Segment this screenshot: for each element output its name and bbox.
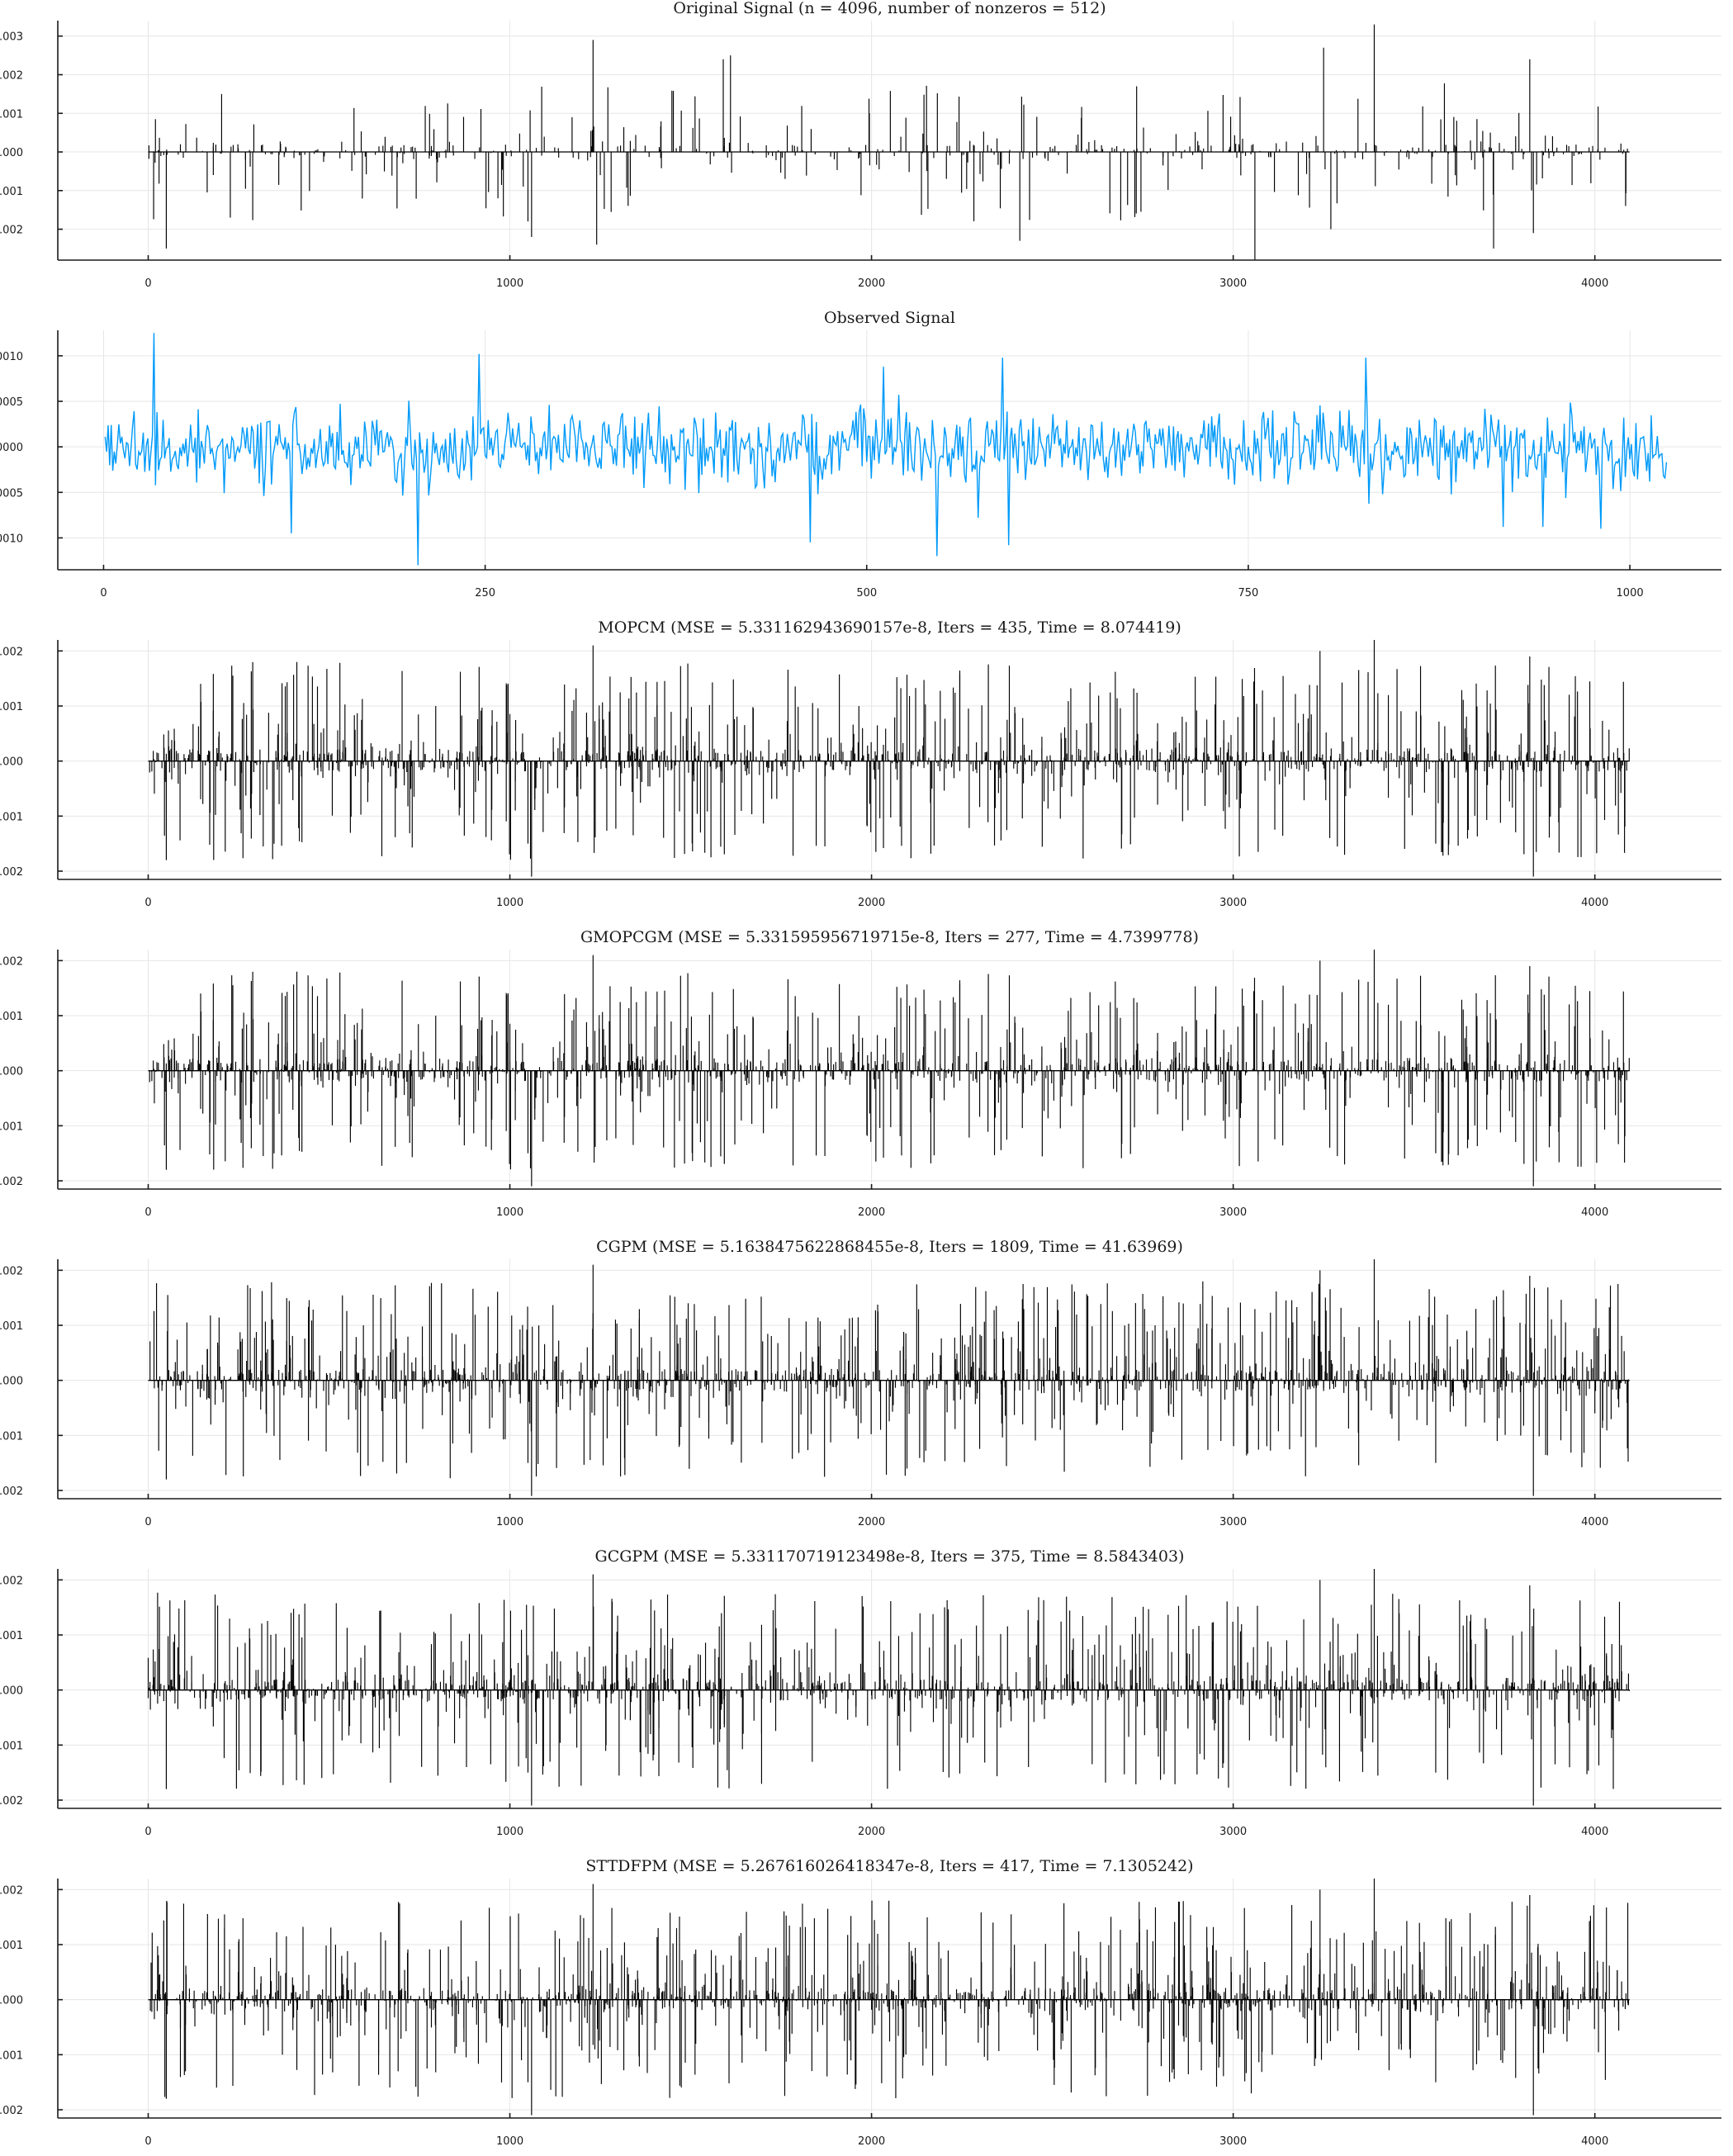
y-tick-label: 0.002 bbox=[0, 69, 23, 82]
y-tick-label: -0.001 bbox=[0, 1430, 23, 1443]
panel-5: CGPM (MSE = 5.1638475622868455e-8, Iters… bbox=[0, 1238, 1721, 1528]
x-tick-label: 4000 bbox=[1581, 1206, 1608, 1219]
panel-1: Original Signal (n = 4096, number of non… bbox=[0, 0, 1721, 290]
x-tick-label: 1000 bbox=[496, 277, 523, 290]
y-tick-label: -0.001 bbox=[0, 811, 23, 823]
y-tick-label: -0.002 bbox=[0, 1486, 23, 1498]
series-line bbox=[104, 333, 1668, 566]
x-tick-label: 3000 bbox=[1219, 277, 1247, 290]
y-tick-label: -0.002 bbox=[0, 1176, 23, 1188]
panel-title: CGPM (MSE = 5.1638475622868455e-8, Iters… bbox=[596, 1238, 1183, 1256]
y-tick-label: 0.002 bbox=[0, 955, 23, 968]
y-tick-label: 0.000 bbox=[0, 1376, 23, 1388]
panel-6: GCGPM (MSE = 5.331170719123498e-8, Iters… bbox=[0, 1547, 1721, 1838]
panel-title: GMOPCGM (MSE = 5.331595956719715e-8, Ite… bbox=[580, 928, 1199, 946]
y-tick-label: 0.001 bbox=[0, 108, 23, 121]
x-tick-label: 500 bbox=[856, 587, 877, 599]
panel-3: MOPCM (MSE = 5.331162943690157e-8, Iters… bbox=[0, 618, 1721, 909]
x-tick-label: 750 bbox=[1238, 587, 1259, 599]
x-tick-label: 0 bbox=[144, 1516, 151, 1528]
x-tick-label: 1000 bbox=[496, 1516, 523, 1528]
x-tick-label: 3000 bbox=[1219, 897, 1247, 909]
x-tick-label: 0 bbox=[100, 587, 107, 599]
x-tick-label: 2000 bbox=[858, 1516, 885, 1528]
y-tick-label: 0.001 bbox=[0, 1011, 23, 1023]
x-tick-label: 2000 bbox=[858, 1206, 885, 1219]
x-tick-label: 0 bbox=[144, 277, 151, 290]
y-tick-label: 0.001 bbox=[0, 1320, 23, 1333]
x-tick-label: 1000 bbox=[496, 897, 523, 909]
panel-4: GMOPCGM (MSE = 5.331595956719715e-8, Ite… bbox=[0, 928, 1721, 1219]
y-tick-label: -0.001 bbox=[0, 186, 23, 198]
y-tick-label: 0.002 bbox=[0, 646, 23, 658]
x-tick-label: 0 bbox=[144, 897, 151, 909]
y-tick-label: 0.001 bbox=[0, 701, 23, 713]
y-tick-label: 0.000 bbox=[0, 147, 23, 159]
x-tick-label: 0 bbox=[144, 1206, 151, 1219]
x-tick-label: 4000 bbox=[1581, 897, 1608, 909]
y-tick-label: 0.003 bbox=[0, 31, 23, 44]
x-tick-label: 2000 bbox=[858, 277, 885, 290]
panel-title: GCGPM (MSE = 5.331170719123498e-8, Iters… bbox=[595, 1547, 1185, 1566]
y-tick-label: -0.002 bbox=[0, 866, 23, 879]
y-tick-label: 0.002 bbox=[0, 1265, 23, 1277]
panel-title: Original Signal (n = 4096, number of non… bbox=[673, 0, 1106, 17]
y-tick-label: 0.000 bbox=[0, 1066, 23, 1078]
x-tick-label: 3000 bbox=[1219, 1206, 1247, 1219]
x-tick-label: 3000 bbox=[1219, 1516, 1247, 1528]
x-tick-label: 250 bbox=[475, 587, 495, 599]
y-tick-label: -0.002 bbox=[0, 225, 23, 237]
x-tick-label: 1000 bbox=[496, 1206, 523, 1219]
x-tick-label: 1000 bbox=[1617, 587, 1644, 599]
panel-title: MOPCM (MSE = 5.331162943690157e-8, Iters… bbox=[598, 618, 1181, 637]
x-tick-label: 2000 bbox=[858, 897, 885, 909]
x-tick-label: 4000 bbox=[1581, 277, 1608, 290]
x-tick-label: 4000 bbox=[1581, 1516, 1608, 1528]
panel-title: Observed Signal bbox=[824, 309, 955, 327]
y-tick-label: 0.000 bbox=[0, 756, 23, 769]
y-tick-label: -0.001 bbox=[0, 1121, 23, 1133]
